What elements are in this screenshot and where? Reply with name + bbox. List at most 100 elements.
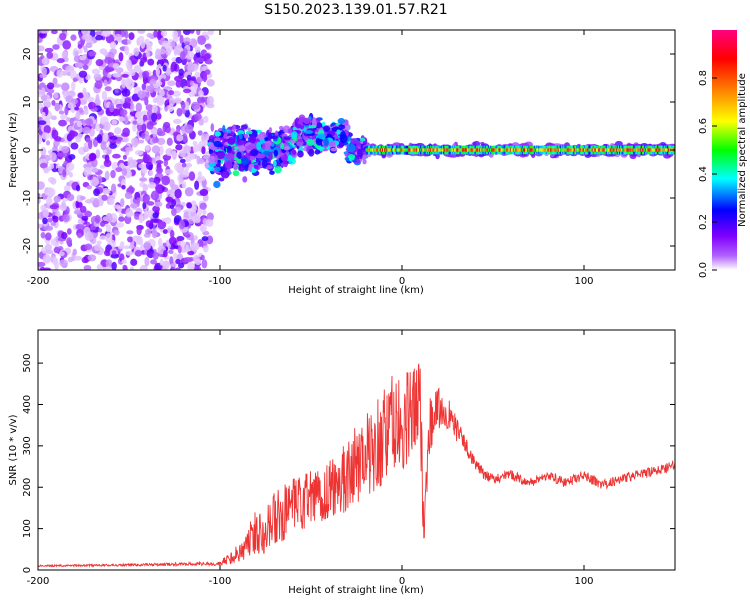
noise-blob [128, 244, 135, 250]
noise-blob [147, 182, 157, 189]
line-core [630, 148, 633, 152]
noise-blob [99, 235, 107, 240]
noise-blob [59, 259, 69, 268]
turbulent-blob [248, 130, 253, 135]
noise-blob [128, 32, 135, 40]
noise-blob [141, 123, 147, 133]
line-core [520, 148, 523, 152]
line-core [564, 148, 566, 152]
noise-blob [67, 256, 74, 263]
line-core [608, 148, 610, 152]
line-core [521, 148, 524, 152]
noise-blob [196, 76, 203, 84]
noise-blob [56, 152, 65, 157]
turbulent-blob [283, 145, 291, 151]
noise-blob [143, 151, 148, 159]
noise-blob [202, 209, 207, 216]
line-core [565, 148, 567, 152]
noise-blob [115, 104, 123, 109]
noise-blob [62, 214, 70, 223]
line-core [578, 148, 580, 152]
noise-blob [41, 132, 50, 140]
noise-blob [181, 181, 187, 189]
line-core [451, 148, 454, 152]
noise-blob [201, 146, 206, 155]
noise-blob [194, 180, 200, 190]
noise-blob [73, 209, 83, 215]
line-core [612, 148, 614, 152]
turbulent-blob [210, 123, 215, 132]
y-tick-label: 10 [22, 96, 33, 109]
noise-blob [52, 83, 62, 88]
noise-blob [103, 159, 112, 168]
line-core [541, 148, 543, 152]
noise-blob [198, 118, 205, 126]
line-core [497, 148, 500, 152]
line-core [372, 148, 374, 152]
noise-blob [93, 198, 100, 206]
line-core [571, 148, 574, 152]
line-core [463, 148, 466, 152]
colorbar-tick-label: 0.0 [698, 262, 709, 278]
noise-blob [174, 188, 182, 199]
line-core [543, 148, 545, 152]
noise-blob [88, 153, 96, 162]
turbulent-blob [337, 118, 346, 125]
noise-blob [117, 98, 125, 105]
noise-blob [121, 132, 130, 137]
line-core [584, 148, 586, 152]
noise-blob [184, 41, 190, 46]
x-tick-label: -200 [27, 276, 50, 287]
turbulent-blob [220, 170, 230, 179]
noise-blob [68, 129, 75, 140]
spectrogram-y-label: Frequency (Hz) [8, 112, 19, 188]
line-core [509, 148, 512, 152]
turbulent-blob [263, 136, 269, 142]
noise-blob [141, 166, 148, 174]
noise-blob [74, 51, 79, 56]
noise-blob [104, 56, 113, 64]
y-tick-label: 300 [22, 436, 33, 455]
noise-blob [127, 236, 134, 243]
line-core [378, 148, 381, 152]
line-core [634, 148, 636, 152]
noise-blob [99, 164, 106, 169]
noise-blob [186, 74, 192, 81]
noise-blob [182, 88, 192, 94]
line-core [662, 148, 665, 152]
turbulent-blob [218, 177, 225, 182]
line-core [650, 148, 653, 152]
noise-blob [94, 214, 101, 224]
line-core [507, 148, 509, 152]
turbulent-blob [216, 150, 226, 160]
noise-blob [78, 70, 88, 78]
line-core [464, 148, 467, 152]
noise-blob [151, 104, 158, 114]
turbulent-blob [273, 160, 277, 167]
noise-blob [121, 184, 126, 190]
line-core [555, 148, 558, 152]
line-core [436, 148, 438, 152]
turbulent-blob [314, 149, 321, 155]
noise-blob [167, 80, 176, 87]
noise-blob [168, 249, 174, 254]
line-core [452, 148, 455, 152]
line-core [605, 148, 608, 152]
line-core [646, 148, 648, 152]
colorbar-tick-label: 0.4 [698, 166, 709, 182]
noise-blob [199, 224, 208, 233]
noise-blob [68, 153, 76, 160]
noise-blob [165, 147, 174, 157]
snr-frame [37, 329, 676, 571]
line-core [430, 148, 432, 152]
noise-blob [43, 125, 51, 134]
line-core [547, 148, 550, 152]
line-core [636, 148, 638, 152]
noise-blob [83, 265, 92, 270]
noise-blob [52, 44, 60, 50]
line-core [496, 148, 499, 152]
noise-blob [121, 168, 128, 176]
line-core [498, 148, 501, 152]
line-core [387, 148, 389, 152]
turbulent-blob [297, 150, 304, 158]
